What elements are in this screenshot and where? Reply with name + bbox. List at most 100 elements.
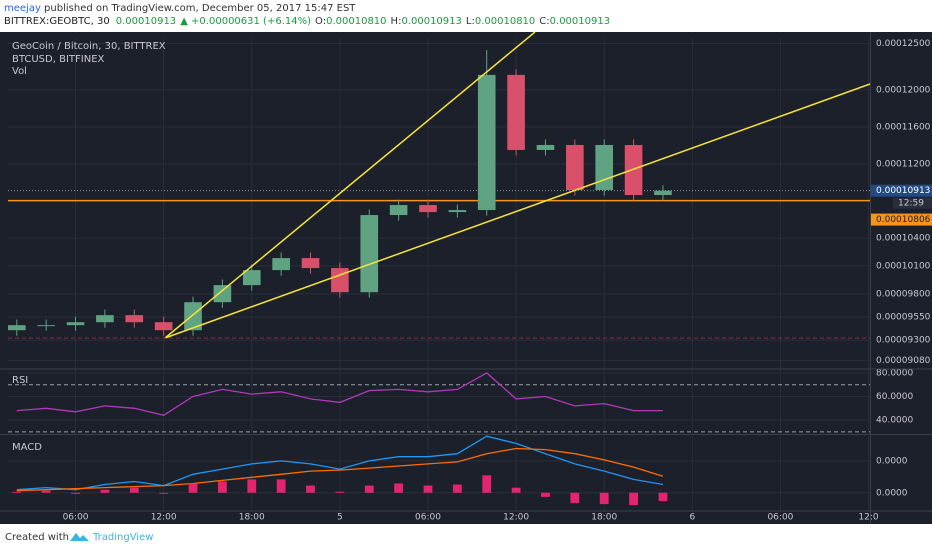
last: 0.00010913 [116,16,176,27]
main-title: GeoCoin / Bitcoin, 30, BITTREX [12,41,166,52]
y-tick-label: 0.0000 [876,456,908,466]
y-tick-label: 0.00009300 [876,336,931,346]
candle-body [654,190,672,196]
y-tick-label: 60.0000 [876,392,913,402]
x-tick-label: 06:00 [415,513,441,523]
candle-body [213,285,232,303]
chart-background [0,32,932,524]
y-tick-label: 0.00011600 [876,122,931,132]
histogram-bar [306,485,315,493]
candle-body [595,144,614,191]
candle-body [96,315,114,323]
candle-body [624,144,643,196]
histogram-bar [217,481,227,493]
x-tick-label: 5 [337,513,343,523]
y-tick-label: 0.00010400 [876,234,931,244]
y-tick-label: 0.00009800 [876,289,931,299]
symbol-line: BITTREX:GEOBTC, 30 0.00010913 ▲ +0.0000063… [4,16,610,27]
candle-body [389,205,408,216]
x-tick-label: 6 [689,513,695,523]
ohlc-key: L: [466,16,475,27]
y-tick-label: 0.00012000 [876,85,931,95]
candle-body [8,325,26,331]
last-price-box [871,184,932,197]
trend-line [164,31,536,339]
candle-body [536,144,555,150]
footer-brand[interactable]: TradingView [92,532,153,543]
histogram-bar [423,485,433,493]
histogram-bar [599,492,609,505]
candle-body [301,258,320,269]
candle-body [360,215,379,293]
logo [70,533,89,541]
y-tick-label: 0.00009080 [876,356,931,366]
ohlc-key: O: [315,16,326,27]
countdown-box [893,197,932,209]
x-tick-label: 18:00 [591,513,617,523]
candle-body [507,74,525,150]
candle-body [419,205,437,213]
histogram-bar [394,483,404,493]
level-box [871,213,932,226]
x-tick-label: 12:00 [503,513,529,523]
x-tick-label: 12:0 [858,513,878,523]
overlay-title: BTCUSD, BITFINEX [12,54,105,65]
countdown: 12:59 [898,199,924,209]
histogram-bar [247,479,257,493]
histogram-bar [71,492,80,494]
macd-title: MACD [12,442,42,453]
chart-layer: 0.00012500 0.00012000 0.00011600 0.00011200… [8,38,932,523]
y-tick-label: 40.0000 [876,416,913,426]
rsi-title: RSI [12,375,28,386]
level-label: 0.00010806 [876,215,931,225]
trend-line [164,83,871,339]
symbol: BITTREX:GEOBTC, 30 [4,16,110,27]
y-tick-label: 0.0000 [876,488,908,498]
histogram-bar [482,475,492,493]
candle-body [66,322,85,326]
candle-body [566,144,584,191]
author[interactable]: meejay [4,3,41,14]
candle-body [242,270,261,286]
candle-body [154,322,173,331]
x-tick-label: 06:00 [63,513,89,523]
y-tick-label: 0.00010100 [876,262,931,272]
candle-body [37,325,55,327]
histogram-bar [364,485,374,493]
change: ▲ +0.00000631 (+6.14%) [180,16,311,27]
candle-body [272,258,290,271]
published: published on TradingView.com, December 0… [41,3,356,14]
y-tick-label: 0.00012500 [876,39,931,49]
histogram-bar [570,492,580,504]
x-tick-label: 18:00 [239,513,265,523]
ohlc-key: H: [391,16,402,27]
histogram-bar [41,490,51,493]
candle-body [448,210,467,213]
ohlc-value: 0.00010913 [401,16,461,27]
indicator-line [16,435,664,491]
y-tick-label: 80.0000 [876,368,913,378]
publish-line: meejay published on TradingView.com, Dec… [4,3,356,14]
y-tick-label: 0.00011200 [876,160,931,170]
footer-background [0,524,932,550]
histogram-bar [159,492,169,494]
histogram-bar [658,492,668,502]
ohlc-value: 0.00010810 [475,16,535,27]
ohlc-value: 0.00010810 [326,16,386,27]
indicator-line [16,372,663,416]
histogram-bar [100,489,110,493]
footer-text: Created with [5,532,69,543]
ohlc-value: 0.00010913 [550,16,610,27]
histogram-bar [188,483,198,493]
x-tick-label: 12:00 [151,513,177,523]
candle-body [184,302,202,331]
candle-body [477,74,496,211]
histogram-bar [511,487,521,493]
ohlc-key: C: [539,16,549,27]
x-tick-label: 06:00 [767,513,793,523]
candle-body [125,315,144,323]
volume-title: Vol [12,66,27,77]
histogram-bar [276,479,286,493]
histogram-bar [452,484,462,493]
histogram-bar [335,491,345,493]
